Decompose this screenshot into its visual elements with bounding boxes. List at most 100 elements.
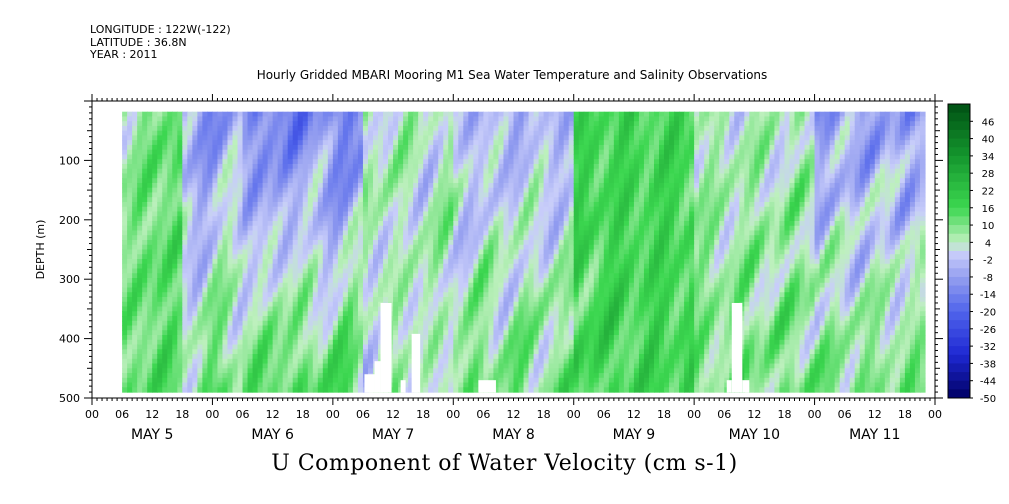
heatmap-cell — [322, 325, 329, 331]
heatmap-cell — [132, 192, 138, 198]
heatmap-cell — [352, 335, 359, 341]
heatmap-cell — [538, 339, 545, 346]
heatmap-cell — [302, 377, 309, 384]
heatmap-cell — [262, 282, 269, 289]
heatmap-cell — [257, 268, 264, 274]
heatmap-cell — [292, 287, 299, 293]
heatmap-cell — [247, 320, 254, 327]
heatmap-cell — [142, 259, 148, 265]
heatmap-cell — [182, 325, 188, 331]
heatmap-cell — [503, 206, 510, 213]
heatmap-cell — [122, 254, 128, 260]
heatmap-cell — [192, 377, 198, 384]
heatmap-cell — [232, 349, 239, 355]
heatmap-cell — [503, 144, 510, 151]
heatmap-cell — [418, 130, 424, 137]
heatmap-cell — [167, 149, 173, 156]
heatmap-cell — [232, 187, 239, 194]
heatmap-cell — [177, 335, 183, 341]
heatmap-cell — [277, 154, 284, 160]
heatmap-cell — [538, 382, 545, 388]
heatmap-cell — [453, 306, 459, 312]
heatmap-cell — [317, 339, 324, 346]
heatmap-cell — [147, 282, 153, 289]
heatmap-cell — [443, 335, 449, 341]
heatmap-cell — [302, 330, 309, 336]
heatmap-cell — [458, 316, 464, 322]
heatmap-cell — [307, 301, 314, 308]
heatmap-cell — [388, 197, 394, 203]
heatmap-cell — [488, 240, 495, 246]
heatmap-cell — [413, 154, 419, 160]
heatmap-cell — [202, 249, 209, 255]
heatmap-cell — [312, 201, 319, 208]
heatmap-cell — [473, 330, 479, 336]
heatmap-cell — [302, 211, 309, 217]
heatmap-cell — [177, 220, 183, 227]
heatmap-cell — [398, 220, 404, 227]
heatmap-cell — [453, 382, 459, 388]
heatmap-cell — [152, 335, 158, 341]
heatmap-cell — [498, 216, 505, 222]
heatmap-cell — [523, 263, 530, 270]
heatmap-cell — [322, 349, 329, 355]
heatmap-cell — [373, 168, 379, 175]
heatmap-cell — [122, 125, 128, 132]
heatmap-cell — [433, 178, 439, 184]
heatmap-cell — [317, 354, 324, 360]
heatmap-cell — [232, 130, 239, 137]
heatmap-cell — [237, 287, 244, 293]
heatmap-cell — [528, 216, 535, 222]
heatmap-cell — [177, 130, 183, 137]
heatmap-cell — [137, 368, 143, 374]
heatmap-cell — [207, 111, 214, 118]
heatmap-cell — [438, 159, 444, 165]
heatmap-cell — [327, 278, 334, 284]
heatmap-cell — [317, 373, 324, 379]
heatmap-cell — [357, 182, 364, 189]
heatmap-cell — [393, 206, 399, 213]
heatmap-cell — [187, 211, 193, 217]
heatmap-cell — [307, 339, 314, 346]
heatmap-cell — [337, 149, 344, 156]
heatmap-cell — [257, 125, 264, 132]
heatmap-cell — [533, 363, 540, 369]
heatmap-cell — [503, 182, 510, 189]
heatmap-cell — [508, 178, 515, 184]
heatmap-cell — [312, 335, 319, 341]
heatmap-cell — [187, 240, 193, 246]
heatmap-cell — [222, 206, 229, 213]
heatmap-cell — [327, 330, 334, 336]
heatmap-cell — [307, 240, 314, 246]
heatmap-cell — [508, 368, 515, 374]
heatmap-cell — [393, 254, 399, 260]
heatmap-cell — [122, 168, 128, 175]
heatmap-cell — [317, 282, 324, 289]
heatmap-cell — [272, 354, 279, 360]
heatmap-cell — [142, 354, 148, 360]
heatmap-cell — [322, 230, 329, 236]
heatmap-cell — [172, 173, 178, 179]
heatmap-cell — [342, 211, 349, 217]
heatmap-cell — [272, 192, 279, 198]
heatmap-cell — [428, 273, 434, 279]
heatmap-cell — [232, 363, 239, 369]
heatmap-cell — [463, 173, 469, 179]
heatmap-cell — [137, 268, 143, 274]
heatmap-cell — [332, 325, 339, 331]
heatmap-cell — [518, 368, 525, 374]
heatmap-cell — [347, 297, 354, 303]
heatmap-cell — [217, 349, 224, 355]
heatmap-cell — [202, 121, 209, 127]
heatmap-cell — [192, 263, 198, 270]
heatmap-cell — [322, 116, 329, 122]
heatmap-cell — [197, 382, 203, 388]
heatmap-cell — [352, 206, 359, 213]
heatmap-cell — [312, 121, 319, 127]
heatmap-cell — [327, 358, 334, 365]
heatmap-cell — [428, 268, 434, 274]
heatmap-cell — [247, 135, 254, 141]
heatmap-cell — [172, 335, 178, 341]
heatmap-cell — [302, 192, 309, 198]
heatmap-cell — [423, 311, 429, 317]
